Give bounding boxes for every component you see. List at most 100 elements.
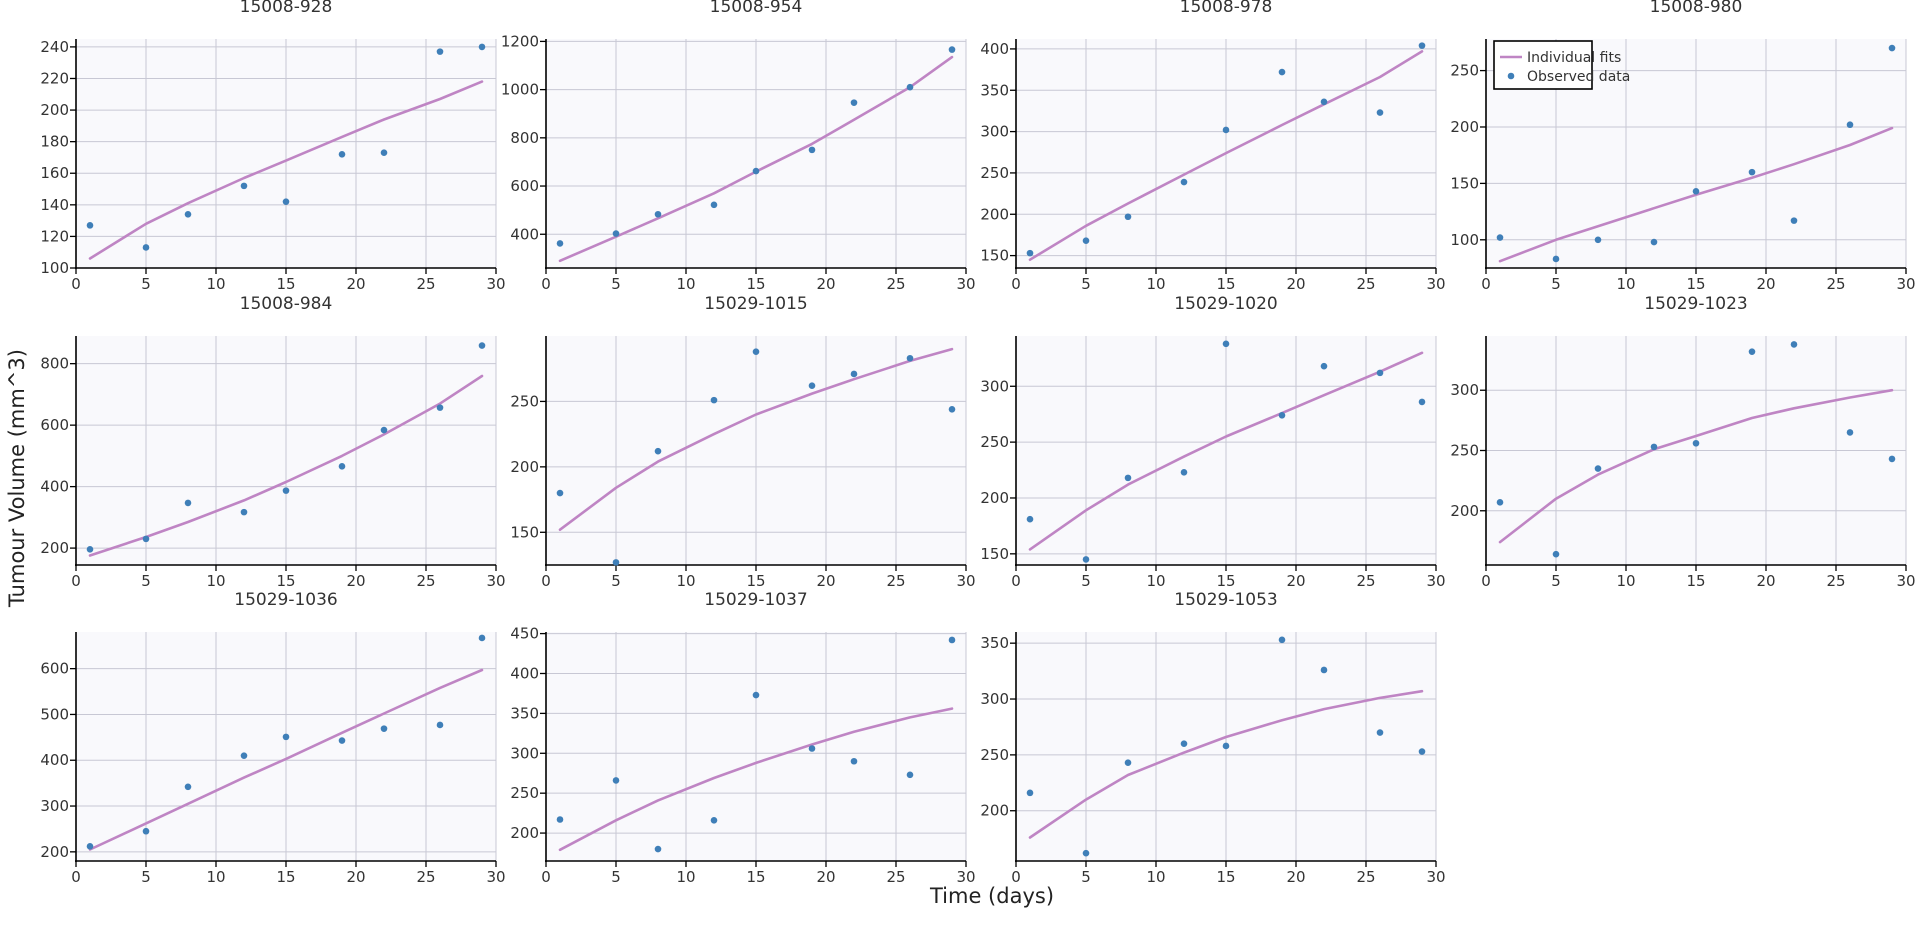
x-tick-label: 30 (1896, 572, 1915, 590)
x-tick-label: 0 (541, 572, 551, 590)
x-tick-label: 0 (541, 868, 551, 886)
subplot-title: 15029-1036 (234, 590, 337, 610)
x-tick-label: 20 (346, 572, 365, 590)
data-point (1496, 234, 1504, 241)
data-point (654, 447, 662, 455)
y-tick-label: 250 (1450, 442, 1479, 460)
y-tick-label: 600 (40, 660, 69, 678)
y-tick-label: 250 (980, 746, 1009, 764)
data-point (1594, 465, 1602, 472)
data-point (1320, 362, 1328, 370)
subplot-15008-928: 0 5 10 15 20 25 30 100 120 140 160 180 200 220 240 1500… (40, 0, 505, 293)
x-tick-label: 25 (886, 868, 905, 886)
data-point (556, 240, 564, 247)
data-point (86, 222, 94, 229)
data-point (850, 757, 858, 765)
data-point (1082, 237, 1090, 245)
y-tick-label: 200 (510, 824, 539, 842)
x-tick-label: 10 (206, 868, 225, 886)
data-point (1692, 439, 1700, 447)
x-tick-label: 10 (206, 572, 225, 590)
data-point (1082, 849, 1090, 857)
data-point (556, 816, 564, 823)
data-point (1320, 666, 1328, 674)
y-tick-label: 160 (40, 164, 69, 182)
data-point (906, 83, 914, 91)
y-tick-label: 300 (980, 377, 1009, 395)
data-point (710, 817, 718, 824)
x-tick-label: 5 (1551, 572, 1561, 590)
data-point (808, 745, 816, 752)
x-tick-label: 25 (1356, 572, 1375, 590)
y-tick-label: 800 (510, 129, 539, 147)
x-tick-label: 20 (1286, 868, 1305, 886)
x-tick-label: 30 (1426, 572, 1445, 590)
data-point (1748, 348, 1756, 355)
x-tick-label: 30 (956, 275, 975, 293)
data-point (184, 783, 192, 791)
x-tick-label: 5 (141, 275, 151, 293)
x-tick-label: 25 (416, 275, 435, 293)
x-tick-label: 0 (1481, 275, 1491, 293)
x-tick-label: 15 (746, 572, 765, 590)
data-point (436, 721, 444, 729)
fit-line (88, 80, 484, 260)
x-tick-label: 10 (676, 275, 695, 293)
data-point (338, 737, 346, 744)
x-tick-label: 0 (1011, 868, 1021, 886)
data-point (612, 559, 620, 566)
x-tick-label: 15 (1686, 572, 1705, 590)
y-tick-label: 400 (980, 40, 1009, 58)
subplot-title: 15029-1015 (704, 294, 807, 314)
data-point (1278, 636, 1286, 644)
fit-line (1028, 351, 1424, 551)
x-tick-label: 15 (746, 275, 765, 293)
y-tick-label: 150 (980, 545, 1009, 563)
x-tick-label: 15 (276, 868, 295, 886)
data-point (240, 752, 248, 759)
y-tick-label: 200 (510, 458, 539, 476)
data-point (1376, 109, 1384, 116)
data-point (86, 843, 94, 850)
data-point (478, 342, 486, 349)
x-axis-label: Time (days) (929, 884, 1054, 908)
x-tick-label: 0 (71, 868, 81, 886)
legend: Individual fits Observed data (1493, 40, 1630, 90)
y-tick-label: 150 (980, 247, 1009, 265)
y-tick-label: 400 (40, 478, 69, 496)
data-point (752, 691, 760, 699)
y-tick-label: 800 (40, 355, 69, 373)
x-tick-label: 25 (1356, 868, 1375, 886)
data-point (1222, 742, 1230, 750)
x-tick-label: 20 (1756, 275, 1775, 293)
x-tick-label: 5 (141, 868, 151, 886)
y-tick-label: 200 (40, 843, 69, 861)
data-point (380, 426, 388, 434)
x-tick-label: 30 (1426, 868, 1445, 886)
y-tick-label: 180 (40, 133, 69, 151)
y-tick-label: 100 (40, 259, 69, 277)
x-tick-label: 20 (816, 572, 835, 590)
subplot-title: 15008-954 (710, 0, 803, 17)
x-tick-label: 10 (1146, 572, 1165, 590)
x-tick-label: 20 (816, 868, 835, 886)
data-point (86, 546, 94, 553)
y-tick-label: 600 (510, 177, 539, 195)
data-point (1552, 550, 1560, 558)
x-tick-label: 15 (1216, 275, 1235, 293)
x-tick-label: 30 (486, 868, 505, 886)
y-tick-label: 450 (510, 625, 539, 643)
data-point (1650, 238, 1658, 246)
x-tick-label: 20 (1286, 572, 1305, 590)
x-tick-label: 10 (1146, 868, 1165, 886)
y-tick-label: 300 (980, 123, 1009, 141)
subplot-title: 15008-978 (1180, 0, 1273, 17)
y-tick-label: 200 (980, 802, 1009, 820)
data-point (1026, 789, 1034, 797)
y-tick-label: 220 (40, 69, 69, 87)
x-tick-label: 0 (541, 275, 551, 293)
subplot-title: 15029-1037 (704, 590, 807, 610)
subplot-15029-1020: 0 5 10 15 20 25 30 150 200 250 300 15029-1020 (980, 294, 1445, 590)
data-point (1496, 499, 1504, 506)
data-point (1594, 236, 1602, 244)
